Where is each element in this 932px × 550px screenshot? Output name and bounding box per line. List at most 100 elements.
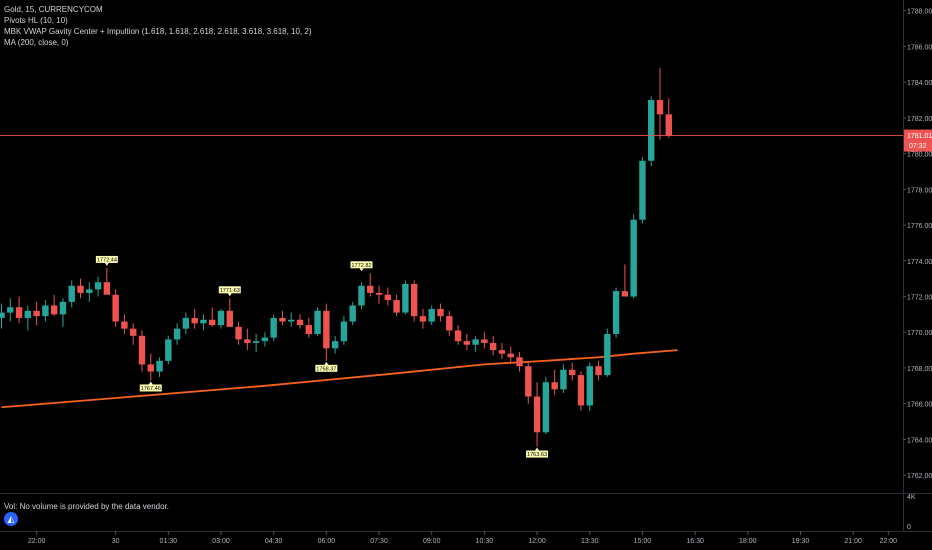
candle-body: [516, 357, 523, 367]
candle-body: [305, 325, 312, 335]
candle: [156, 357, 163, 377]
candle: [191, 309, 198, 329]
candle-body: [50, 305, 58, 315]
candle-body: [147, 364, 154, 372]
candle-body: [182, 317, 190, 329]
candle-body: [165, 339, 172, 361]
candle-body: [103, 282, 111, 295]
candle: [288, 312, 295, 327]
pivot-label-box: [315, 364, 338, 372]
candle: [648, 96, 655, 167]
candle-body: [209, 319, 216, 326]
xtick-label: 19:30: [792, 538, 810, 545]
pivot-label-box: [350, 261, 373, 269]
candle-body: [612, 291, 620, 335]
candle-body: [244, 339, 251, 343]
candle: [121, 314, 128, 335]
candle-body: [112, 294, 119, 322]
candle-body: [296, 319, 304, 326]
xtick-label: 13:30: [581, 538, 599, 545]
candle: [481, 332, 488, 349]
candle-body: [130, 328, 137, 336]
candle-body: [630, 219, 637, 297]
pivot-label: 1768.37: [315, 361, 338, 372]
candle: [130, 323, 137, 345]
ytick-label: 1770.00: [907, 330, 932, 337]
candle: [384, 287, 392, 306]
vol-ytick-bottom: 0: [907, 524, 911, 531]
candle: [314, 307, 321, 336]
tradingview-logo-icon[interactable]: ◭: [4, 512, 18, 526]
legend-vwap[interactable]: MBK VWAP Gavity Center + Impultion (1.61…: [4, 27, 312, 36]
xtick-label: 04:30: [265, 538, 283, 545]
candle-body: [648, 100, 655, 161]
candle-body: [402, 284, 409, 313]
candle: [595, 360, 602, 381]
candle: [639, 157, 646, 224]
candle: [410, 280, 418, 322]
candle: [393, 294, 400, 317]
candle: [358, 282, 365, 310]
candle: [630, 214, 637, 299]
pivot-label-text: 1772.82: [351, 263, 371, 269]
candle: [15, 296, 23, 324]
candle: [542, 376, 550, 435]
ytick-label: 1778.00: [907, 187, 932, 194]
candle: [507, 346, 514, 363]
countdown-label: 07:32: [909, 143, 927, 150]
candle-body: [33, 310, 40, 317]
legend-pivots[interactable]: Pivots HL (10, 10): [4, 16, 68, 25]
candle: [217, 309, 225, 329]
candle-body: [42, 305, 49, 317]
candle-body: [446, 316, 453, 331]
candle: [560, 364, 567, 393]
candle: [33, 301, 40, 326]
candle-body: [340, 321, 348, 342]
candle: [349, 301, 356, 326]
pivot-labels: 1772.44 1767.46 1771.63 1768.37 1772.82 1763.…: [95, 255, 549, 458]
candle: [472, 335, 479, 352]
candle-body: [0, 312, 5, 318]
candle-body: [59, 301, 67, 315]
candle-body: [367, 285, 374, 293]
pivot-label-text: 1771.63: [220, 288, 240, 294]
candle-body: [665, 114, 672, 136]
pivot-label-pointer: [324, 361, 329, 365]
candle: [340, 316, 348, 345]
candle-body: [86, 289, 93, 293]
candle-body: [7, 307, 14, 313]
candle-body: [428, 309, 435, 322]
candle: [7, 298, 14, 322]
candle: [604, 328, 611, 377]
candle-body: [384, 294, 392, 301]
candle: [59, 298, 67, 327]
xtick-label: 21:00: [844, 538, 862, 545]
candle: [68, 280, 75, 308]
candle: [525, 360, 532, 404]
candle: [446, 310, 453, 336]
pivot-label-pointer: [148, 381, 153, 385]
candle: [516, 351, 523, 372]
candle: [200, 314, 207, 331]
candle-body: [68, 285, 75, 302]
ytick-label: 1782.00: [907, 116, 932, 123]
candle: [138, 330, 146, 372]
legend-symbol[interactable]: Gold, 15, CURRENCYCOM: [4, 5, 103, 14]
pivot-label-pointer: [535, 447, 540, 451]
candle: [50, 294, 58, 317]
candle: [323, 303, 330, 361]
pivot-label-pointer: [227, 293, 232, 297]
candle: [86, 282, 93, 302]
candle: [665, 98, 672, 138]
candle-body: [358, 285, 365, 306]
candle-body: [437, 309, 444, 317]
candle: [112, 289, 119, 327]
candles: [0, 67, 672, 447]
legend-ma[interactable]: MA (200, close, 0): [4, 38, 69, 47]
candle: [612, 287, 620, 338]
pivot-label-text: 1767.46: [141, 386, 161, 392]
candle-body: [507, 353, 514, 358]
candle: [551, 369, 558, 395]
